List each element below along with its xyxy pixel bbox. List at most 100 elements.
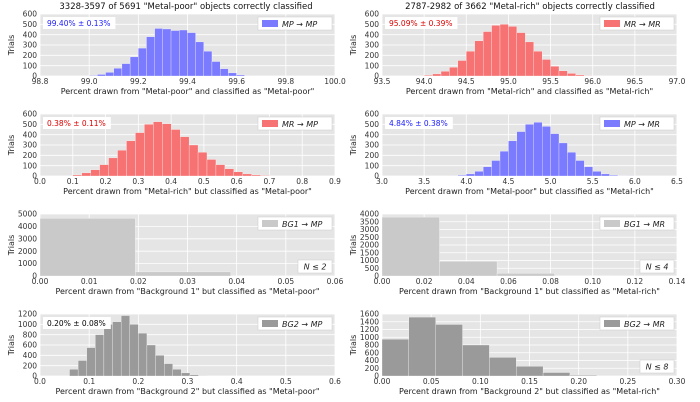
legend-swatch [262,120,278,127]
legend-swatch [604,20,620,27]
histogram-bar [72,174,82,177]
y-tick-label: 1200 [18,310,37,319]
x-tick-label: 3.0 [376,177,388,186]
histogram-bar [195,41,204,77]
x-tick-label: 99.0 [81,77,98,86]
x-axis-label: Percent drawn from "Metal-rich" and clas… [406,87,653,96]
legend-swatch [604,120,620,127]
stats-annotation-box [43,17,116,29]
legend-label: BG1 → MP [282,220,322,229]
histogram-bar [90,169,100,177]
y-tick-label: 600 [365,348,380,357]
x-tick-label: 0.04 [458,277,475,286]
histogram-bar [567,152,577,177]
x-tick-label: 0.00 [374,277,391,286]
y-axis-label: Trials [349,135,358,157]
histogram-bar [474,171,484,177]
x-tick-label: 0.5 [280,377,292,386]
stats-annotation-box [385,117,453,129]
histogram-panel-6: 0.00 0.02 0.04 0.06 0.08 0.10 0.12 0.14 05001000… [349,210,686,296]
y-tick-label: 400 [23,351,38,360]
histogram-bar [155,355,165,377]
histogram-bar [541,59,551,77]
histogram-bar [432,73,442,77]
histogram-bar [533,51,543,77]
histogram-bar [181,372,191,377]
y-tick-label: 500 [23,120,38,129]
histogram-panel-3: 0.0 0.1 0.2 0.3 0.4 0.5 0.6 0.7 0.8 0.9 0 100200300… [7,110,341,196]
y-tick-label: 0 [374,272,379,281]
x-tick-label: 0.04 [228,277,245,286]
histogram-bar [206,159,217,177]
x-tick-label: 0.01 [81,277,98,286]
y-tick-label: 3000 [360,225,379,234]
y-tick-label: 0 [32,272,37,281]
histogram-bar [381,339,409,377]
x-tick-label: 0.30 [669,377,686,386]
y-tick-label: 2500 [360,233,379,242]
histogram-bar [408,316,436,377]
histogram-bar [187,32,196,77]
histogram-bar [188,144,199,177]
y-tick-label: 1000 [18,259,37,268]
histogram-bars [39,218,231,277]
y-tick-label: 0 [374,372,379,381]
x-tick-label: 93.5 [374,77,391,86]
y-tick-label: 400 [365,30,380,39]
histogram-bar [466,173,475,177]
x-tick-label: 99.8 [277,77,294,86]
y-tick-label: 600 [365,110,380,119]
y-tick-label: 100 [365,61,380,70]
histogram-bar [251,174,261,177]
y-tick-label: 0 [374,172,379,181]
y-tick-label: 0 [32,172,37,181]
y-tick-label: 400 [23,30,38,39]
x-tick-label: 0.03 [179,277,196,286]
histogram-panel-2: 93.5 94.0 94.5 95.0 95.5 96.0 96.5 97.0 0 1002003… [349,10,686,96]
histogram-bar [558,142,568,177]
histogram-bar [86,347,96,377]
x-tick-label: 0.06 [327,277,344,286]
x-tick-label: 0.7 [263,177,275,186]
y-tick-label: 200 [23,51,38,60]
histogram-bar [440,71,450,77]
y-axis-label: Trials [7,35,16,57]
histogram-bars [72,121,270,177]
x-tick-label: 5.0 [545,177,557,186]
x-tick-label: 0.4 [231,377,243,386]
stats-annotation: 0.38% ± 0.11% [47,119,106,128]
legend-label: BG1 → MR [624,220,665,229]
x-tick-label: 0.2 [100,177,112,186]
x-tick-label: 0.5 [198,177,210,186]
legend-label: BG2 → MR [624,320,665,329]
x-tick-label: 0.00 [32,277,49,286]
y-axis-label: Trials [349,335,358,357]
histogram-bar [457,175,467,177]
legend-label: BG2 → MP [282,320,322,329]
histogram-bar [129,56,139,77]
histogram-bar [138,47,147,77]
histogram-bar [162,28,172,77]
histogram-bar [81,172,91,177]
histogram-bar [179,29,188,77]
histogram-bar [499,151,509,177]
y-axis-label: Trials [349,235,358,257]
histogram-bar [144,124,154,177]
x-tick-label: 3.5 [418,177,430,186]
histogram-bar [533,122,543,177]
histogram-bar [558,70,568,77]
histogram-bar [105,72,114,77]
x-tick-label: 94.5 [458,77,475,86]
histogram-bar [97,74,106,77]
histogram-bar [120,315,130,377]
n-label: N ≤ 4 [646,263,669,272]
legend-swatch [262,20,278,27]
n-label: N ≤ 2 [304,263,327,272]
histogram-bar [525,41,534,77]
histogram-bar [135,132,145,177]
x-tick-label: 0.05 [423,377,440,386]
legend-label: MR → MR [624,20,661,29]
histogram-bar [180,136,190,177]
right-column-title: 2787-2982 of 3662 "Metal-rich" objects c… [405,2,655,12]
